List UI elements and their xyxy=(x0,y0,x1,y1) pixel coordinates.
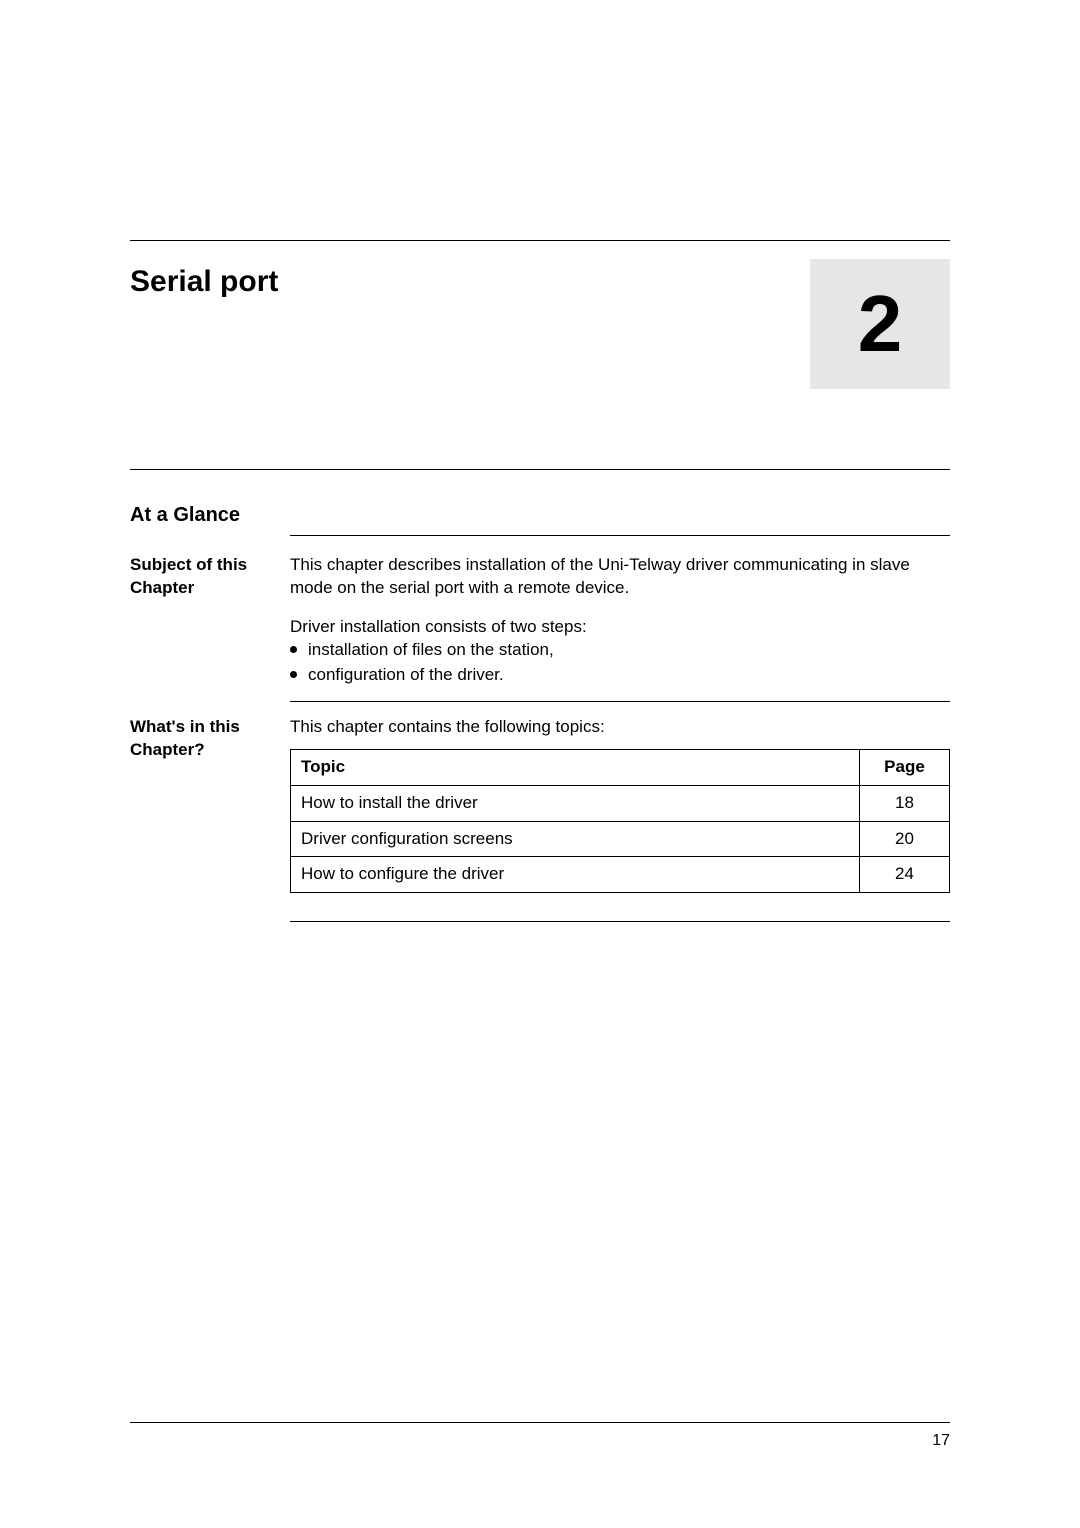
whats-in-block: What's in this Chapter? This chapter con… xyxy=(130,716,950,894)
cell-topic: Driver configuration screens xyxy=(291,821,860,857)
topics-table: Topic Page How to install the driver 18 … xyxy=(290,749,950,894)
subject-block: Subject of this Chapter This chapter des… xyxy=(130,554,950,697)
subject-paragraph: This chapter describes installation of t… xyxy=(290,554,950,600)
subject-body: This chapter describes installation of t… xyxy=(290,554,950,697)
subject-label: Subject of this Chapter xyxy=(130,554,290,600)
section-heading: At a Glance xyxy=(130,504,950,527)
whats-in-label: What's in this Chapter? xyxy=(130,716,290,762)
col-topic: Topic xyxy=(291,749,860,785)
chapter-title-bar: Serial port 2 xyxy=(130,259,950,389)
table-row: How to install the driver 18 xyxy=(291,785,950,821)
page-number: 17 xyxy=(932,1432,950,1450)
table-header-row: Topic Page xyxy=(291,749,950,785)
steps-list: installation of files on the station, co… xyxy=(290,639,950,687)
cell-page: 24 xyxy=(860,857,950,893)
mid-rule xyxy=(290,701,950,702)
col-page: Page xyxy=(860,749,950,785)
list-item: configuration of the driver. xyxy=(290,664,950,687)
cell-page: 18 xyxy=(860,785,950,821)
footer-rule xyxy=(130,1422,950,1423)
cell-topic: How to configure the driver xyxy=(291,857,860,893)
chapter-number-box: 2 xyxy=(810,259,950,389)
chapter-number: 2 xyxy=(858,284,903,364)
cell-page: 20 xyxy=(860,821,950,857)
table-row: How to configure the driver 24 xyxy=(291,857,950,893)
whats-in-intro: This chapter contains the following topi… xyxy=(290,716,950,739)
document-page: Serial port 2 At a Glance Subject of thi… xyxy=(0,0,1080,1528)
top-rule xyxy=(130,240,950,241)
table-row: Driver configuration screens 20 xyxy=(291,821,950,857)
heading-underline xyxy=(290,535,950,536)
chapter-title: Serial port xyxy=(130,259,810,389)
divider-rule xyxy=(130,469,950,470)
steps-intro: Driver installation consists of two step… xyxy=(290,616,950,639)
list-item: installation of files on the station, xyxy=(290,639,950,662)
cell-topic: How to install the driver xyxy=(291,785,860,821)
end-rule xyxy=(290,921,950,922)
whats-in-body: This chapter contains the following topi… xyxy=(290,716,950,894)
